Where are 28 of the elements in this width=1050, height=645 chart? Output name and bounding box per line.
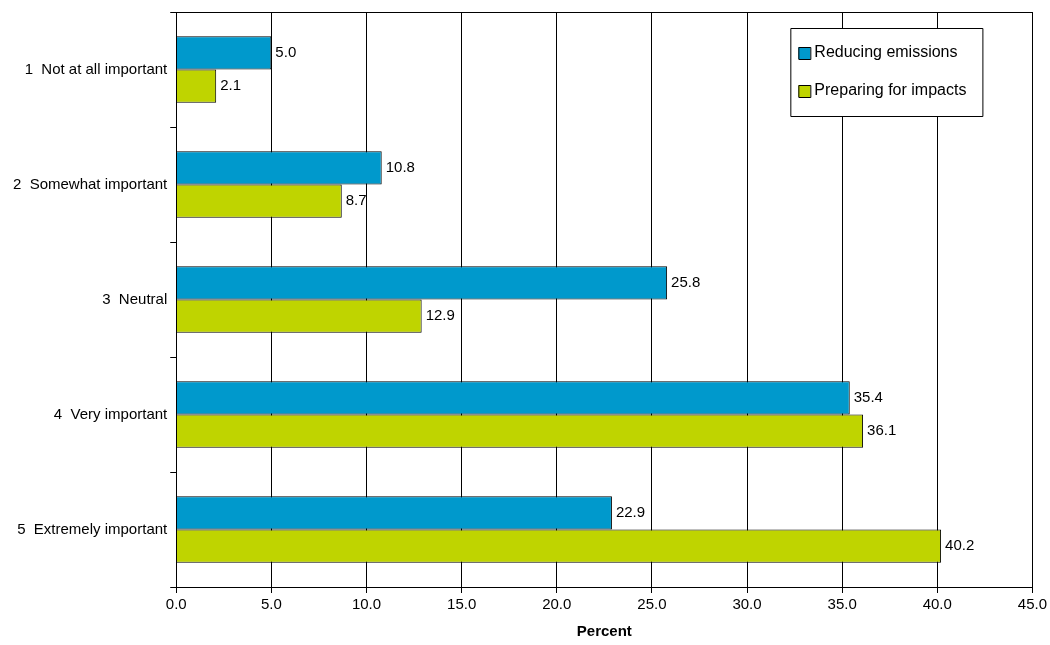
x-tick-label: 45.0 <box>1017 595 1047 613</box>
y-tick-label: 2 Somewhat important <box>12 174 169 192</box>
legend-label: Preparing for impacts <box>814 81 967 99</box>
x-tick-label: 20.0 <box>542 595 572 613</box>
y-tick-label: 3 Neutral <box>102 289 168 307</box>
x-tick-label: 35.0 <box>827 595 857 613</box>
data-label: 8.7 <box>345 191 367 209</box>
y-tick-label: 5 Extremely important <box>17 519 169 537</box>
data-label: 10.8 <box>385 157 415 175</box>
data-label: 40.2 <box>945 536 975 554</box>
x-tick-label: 15.0 <box>447 595 477 613</box>
data-label: 22.9 <box>615 502 646 520</box>
y-tick-label: 4 Very important <box>53 404 169 422</box>
x-tick-label: 25.0 <box>637 595 667 613</box>
data-label: 35.4 <box>853 387 883 405</box>
data-label: 36.1 <box>867 421 897 439</box>
x-tick-label: 0.0 <box>165 595 187 613</box>
x-tick-label: 5.0 <box>260 595 282 613</box>
data-label: 25.8 <box>671 272 701 290</box>
legend-label: Reducing emissions <box>814 43 958 61</box>
x-axis-title: Percent <box>576 622 632 640</box>
data-label: 12.9 <box>425 306 455 324</box>
x-tick-label: 30.0 <box>732 595 762 613</box>
data-label: 5.0 <box>275 42 297 60</box>
x-tick-label: 10.0 <box>351 595 382 613</box>
data-label: 2.1 <box>220 76 242 94</box>
x-tick-label: 40.0 <box>922 595 952 613</box>
y-tick-label: 1 Not at all important <box>24 59 169 77</box>
